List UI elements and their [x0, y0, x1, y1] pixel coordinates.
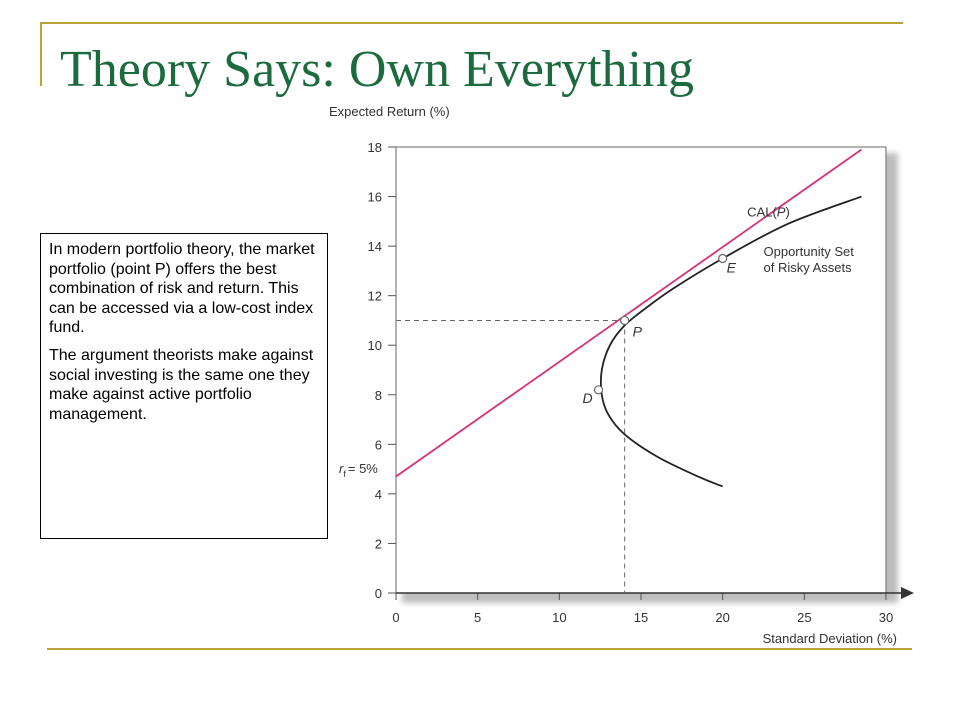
cal-line — [395, 148, 863, 478]
rf-label: rf = 5% — [339, 461, 378, 479]
x-tick-label: 5 — [474, 610, 481, 625]
y-tick-label: 4 — [375, 487, 382, 502]
point-e — [718, 253, 728, 264]
y-tick-label: 0 — [375, 586, 382, 601]
cal-label-suffix: ) — [785, 204, 789, 219]
y-tick-label: 12 — [368, 289, 382, 304]
cal-label-italic: P — [777, 204, 786, 219]
decoration-line-bottom — [47, 648, 912, 650]
point-label-d: D — [583, 390, 593, 406]
slide-title: Theory Says: Own Everything — [60, 41, 695, 98]
y-tick-label: 16 — [368, 190, 382, 205]
x-tick-label: 10 — [552, 610, 566, 625]
y-tick-label: 8 — [375, 388, 382, 403]
decoration-line-left — [40, 22, 42, 86]
y-tick-label: 18 — [368, 140, 382, 155]
rf-label-sub: f — [343, 469, 346, 479]
explanation-paragraph-1: In modern portfolio theory, the market p… — [49, 241, 315, 337]
decoration-line-top — [40, 22, 903, 24]
opportunity-set-label-line-1: Opportunity Set — [764, 244, 855, 259]
x-axis-arrow-icon — [901, 587, 914, 599]
y-tick-label: 14 — [368, 239, 382, 254]
rf-label-r: r — [339, 461, 344, 476]
rf-label-value: = 5% — [348, 461, 378, 476]
point-label-e: E — [727, 260, 737, 276]
point-label-p: P — [633, 323, 643, 339]
y-axis-title: Expected Return (%) — [329, 104, 450, 119]
x-axis-title: Standard Deviation (%) — [763, 631, 897, 646]
x-tick-label: 20 — [715, 610, 729, 625]
cal-label-prefix: CAL( — [747, 204, 777, 219]
y-tick-label: 2 — [375, 536, 382, 551]
cal-label: CAL(P) — [747, 204, 790, 219]
x-tick-label: 15 — [634, 610, 648, 625]
point-p — [620, 315, 630, 326]
x-tick-label: 30 — [879, 610, 893, 625]
y-tick-label: 6 — [375, 437, 382, 452]
explanation-textbox: In modern portfolio theory, the market p… — [40, 233, 328, 539]
explanation-paragraph-2: The argument theorists make against soci… — [49, 346, 314, 423]
point-d — [593, 385, 604, 395]
x-tick-label: 0 — [392, 610, 399, 625]
x-tick-label: 25 — [797, 610, 811, 625]
opportunity-set-label-line-2: of Risky Assets — [764, 260, 853, 275]
y-tick-label: 10 — [368, 338, 382, 353]
